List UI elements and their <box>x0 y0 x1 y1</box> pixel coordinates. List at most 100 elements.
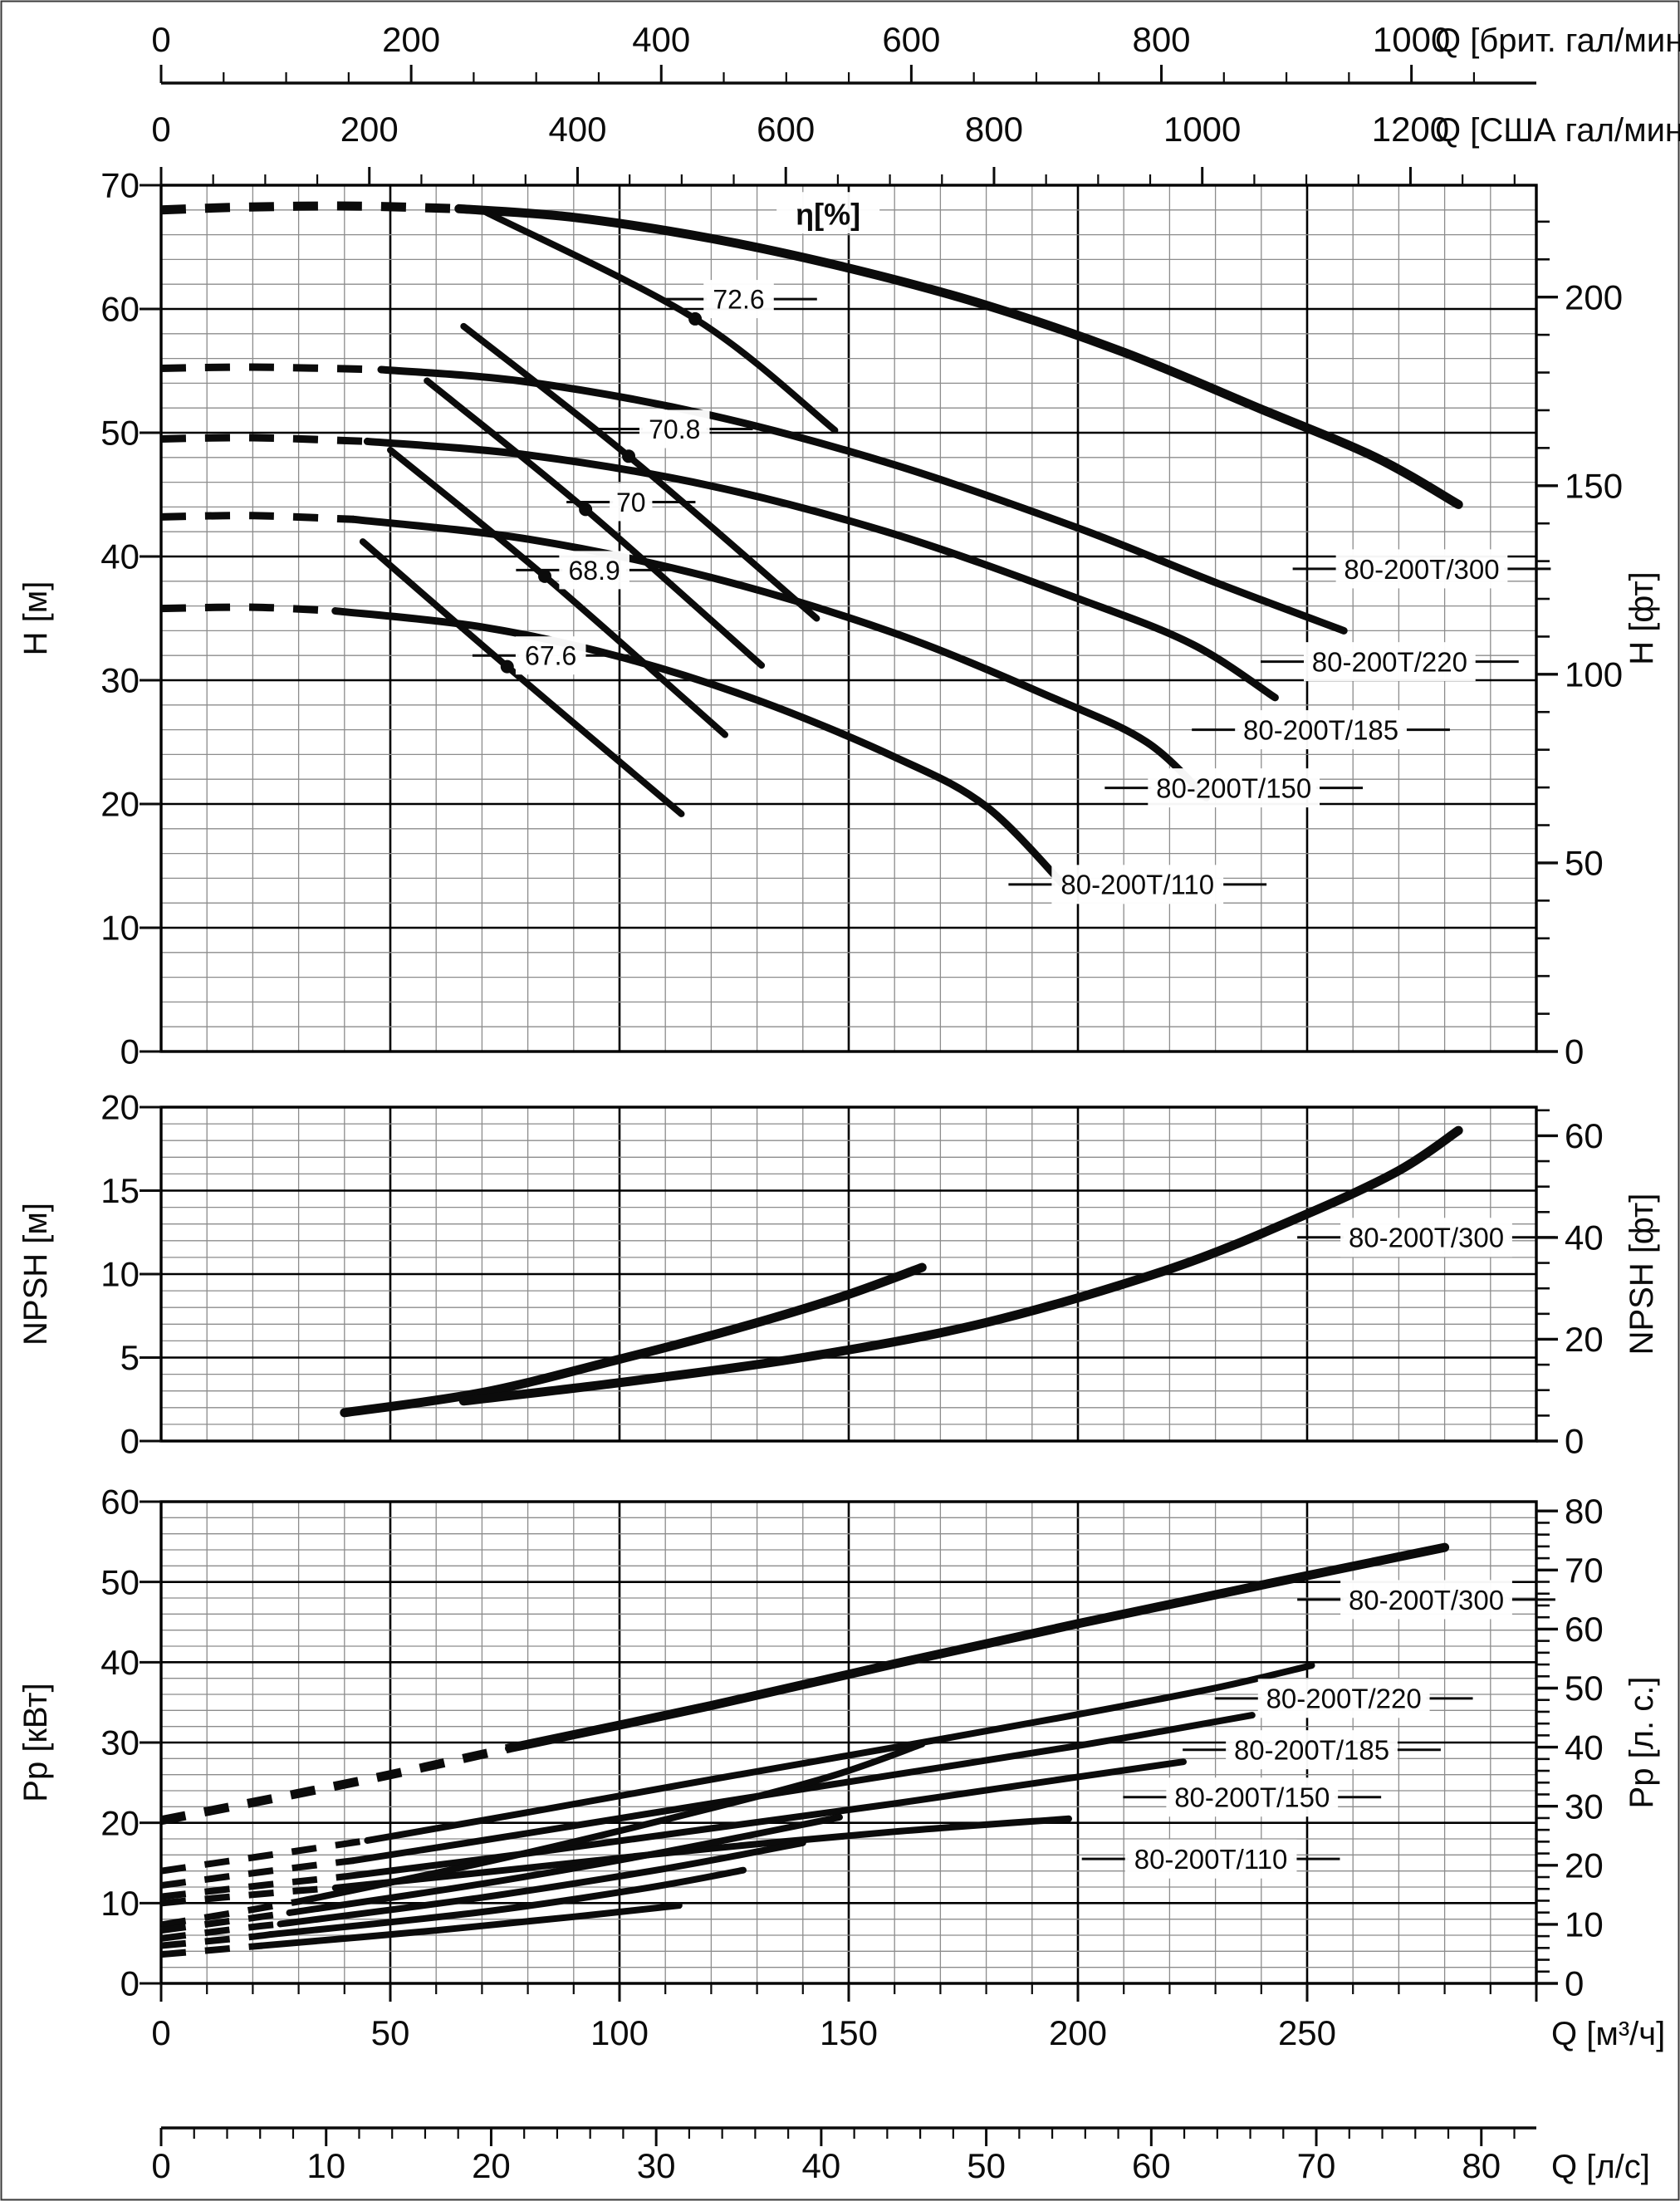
series-label-bg <box>1303 642 1476 682</box>
left-axis-tick-label: 20 <box>100 1803 140 1842</box>
power-curve-dashed-80-200-110 <box>160 1885 336 1907</box>
tick-label: 80 <box>1462 2146 1501 2185</box>
tick-label: 400 <box>632 20 690 59</box>
series-label: 80-200Т/300 <box>1349 1223 1504 1253</box>
head-curve-dashed-80-200-300 <box>160 201 459 215</box>
right-axis-tick-label: 0 <box>1565 1964 1584 2003</box>
series-label: 80-200Т/300 <box>1344 554 1499 585</box>
series-label: 80-200Т/220 <box>1312 647 1467 678</box>
power-curve-dashed-series-6 <box>160 1909 291 1934</box>
tick-label: 800 <box>1132 20 1190 59</box>
right-axis-tick-label: 60 <box>1565 1116 1604 1155</box>
head-curve-dashed-80-200-110 <box>160 603 336 615</box>
right-axis-tick-label: 10 <box>1565 1905 1604 1944</box>
bep-dot-67.6 <box>500 659 514 674</box>
tick-label: 1000 <box>1373 20 1450 59</box>
tick-label: 60 <box>1132 2146 1171 2185</box>
axis-unit-label: Q [США гал/мин] <box>1435 112 1680 149</box>
series-label-bg <box>1166 1777 1339 1817</box>
tick-label: 600 <box>757 110 815 149</box>
left-axis-tick-label: 50 <box>100 1562 140 1601</box>
left-axis-tick-label: 0 <box>120 1422 140 1461</box>
npsh-curve-80-200-300 <box>458 1125 1463 1406</box>
power-curve-dashed-80-200-300 <box>159 1743 511 1826</box>
head-curve-80-200-300 <box>454 203 1463 509</box>
head-curve-80-200-150 <box>350 515 1211 801</box>
left-axis-tick-label: 50 <box>100 414 140 453</box>
right-axis-tick-label: 50 <box>1565 844 1604 883</box>
right-axis-tick-label: 20 <box>1565 1846 1604 1885</box>
power-curve-series-5 <box>295 1740 926 1905</box>
efficiency-value-label-bg <box>610 483 653 522</box>
tick-label: 70 <box>1297 2146 1336 2185</box>
tick-label: 200 <box>382 20 440 59</box>
left-axis-tick-label: 30 <box>100 1723 140 1762</box>
tick-label: 150 <box>820 2013 878 2052</box>
bep-dot-68.9 <box>538 569 552 583</box>
efficiency-value-label: 70 <box>616 488 646 517</box>
power-curve-series-9 <box>258 1902 683 1949</box>
series-label: 80-200Т/150 <box>1156 773 1311 804</box>
efficiency-value-label: 68.9 <box>568 556 620 586</box>
efficiency-line-67.6 <box>359 538 685 817</box>
power-curve-dashed-series-7 <box>160 1920 281 1942</box>
tick-label: 600 <box>882 20 940 59</box>
power-curve-series-8 <box>267 1866 747 1939</box>
tick-label: 40 <box>802 2146 841 2185</box>
power-curve-dashed-series-5 <box>160 1898 300 1929</box>
series-label-bg <box>1124 1839 1297 1879</box>
tick-label: 100 <box>590 2013 649 2052</box>
tick-label: 20 <box>472 2146 511 2185</box>
efficiency-value-label-bg <box>515 636 586 675</box>
power-curve-series-7 <box>277 1839 806 1928</box>
axis-unit-label: Q [м³/ч] <box>1551 2016 1665 2052</box>
efficiency-value-label: 70.8 <box>649 414 700 444</box>
right-axis-tick-label: 100 <box>1565 655 1623 694</box>
tick-label: 250 <box>1278 2013 1336 2052</box>
right-axis-tick-label: 40 <box>1565 1218 1604 1257</box>
series-label: 80-200Т/220 <box>1266 1684 1422 1714</box>
npsh-curve-series-0 <box>340 1262 927 1418</box>
series-label: 80-200Т/300 <box>1349 1585 1504 1615</box>
right-axis-tick-label: 200 <box>1565 277 1623 316</box>
left-axis-tick-label: 30 <box>100 661 140 700</box>
bep-dot-70 <box>579 502 593 517</box>
power-curve-dashed-80-200-185 <box>160 1857 355 1890</box>
left-axis-tick-label: 40 <box>100 537 140 576</box>
efficiency-line-72.6 <box>482 208 839 434</box>
right-axis-tick-label: 0 <box>1565 1032 1584 1071</box>
head-plot-border <box>159 184 1538 1053</box>
tick-label: 800 <box>965 110 1023 149</box>
head-curve-80-200-185 <box>363 437 1279 702</box>
head-curve-80-200-110 <box>331 607 1073 895</box>
power-curve-80-200-300 <box>505 1542 1450 1753</box>
series-label-bg <box>1335 549 1508 589</box>
tick-label: 200 <box>340 110 399 149</box>
tick-label: 10 <box>306 2146 345 2185</box>
head-curve-dashed-80-200-150 <box>160 512 354 523</box>
right-axis-tick-label: 60 <box>1565 1610 1604 1649</box>
tick-label: 50 <box>967 2146 1006 2185</box>
series-label-bg <box>1340 1580 1512 1620</box>
bep-dot-72.6 <box>688 311 703 326</box>
tick-label: 400 <box>548 110 606 149</box>
series-label-bg <box>1235 710 1407 750</box>
series-label: 80-200Т/185 <box>1243 714 1398 745</box>
right-axis-tick-label: 40 <box>1565 1728 1604 1767</box>
power-curve-dashed-80-200-220 <box>160 1836 369 1875</box>
npsh-chart: 0 5 10 15 20 0 20 40 60 NPSH [м] NPSH [фт] 80-200Т/… <box>17 1088 1660 1461</box>
left-axis-tick-label: 20 <box>100 785 140 824</box>
left-axis-tick-label: 60 <box>100 1483 140 1522</box>
right-axis-tick-label: 30 <box>1565 1787 1604 1826</box>
series-label-bg <box>1148 768 1320 808</box>
left-axis-tick-label: 10 <box>100 1884 140 1923</box>
efficiency-value-label-bg <box>559 551 629 590</box>
tick-label: 0 <box>151 110 170 149</box>
power-curve-series-6 <box>286 1813 843 1916</box>
left-axis-tick-label: 15 <box>100 1171 140 1210</box>
axis-unit-label: Q [л/с] <box>1551 2149 1650 2185</box>
power-curve-dashed-series-8 <box>160 1931 272 1949</box>
